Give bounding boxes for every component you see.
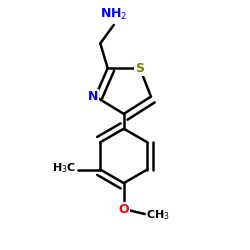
Text: O: O	[118, 203, 129, 216]
Text: H$_3$C: H$_3$C	[52, 161, 76, 175]
Text: S: S	[135, 62, 144, 75]
Text: NH$_2$: NH$_2$	[100, 7, 128, 22]
Text: CH$_3$: CH$_3$	[146, 208, 170, 222]
Text: N: N	[88, 90, 98, 103]
